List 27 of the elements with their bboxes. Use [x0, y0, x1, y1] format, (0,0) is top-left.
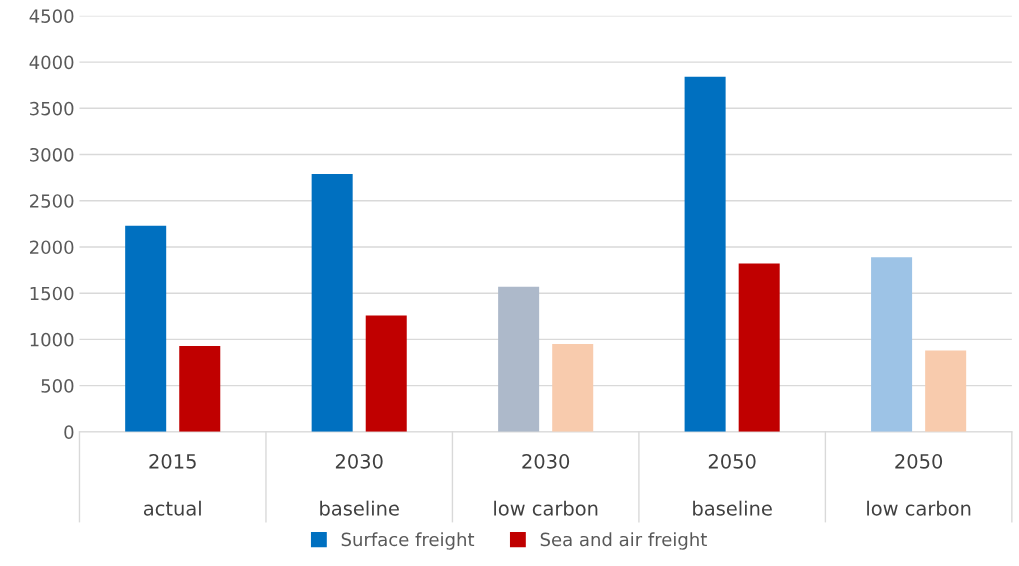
y-tick-label: 1000: [30, 332, 74, 347]
bar: [871, 257, 913, 432]
y-tick-label: 500: [41, 379, 74, 393]
category-label: 2030 low carbon: [494, 453, 598, 516]
y-tick-label: 2000: [29, 240, 74, 255]
bar: [738, 263, 780, 432]
y-tick-label: 3500: [30, 101, 74, 116]
legend-label: Surface freight: [341, 532, 475, 550]
y-tick-label: 4000: [29, 55, 74, 70]
bar: [498, 286, 540, 432]
bar: [125, 225, 167, 432]
bar: [179, 345, 221, 432]
bar: [925, 350, 967, 432]
bar: [365, 315, 407, 432]
bar: [684, 76, 726, 432]
y-tick-label: 1500: [30, 286, 74, 301]
bar: [311, 173, 353, 432]
category-label: 2015 actual: [143, 453, 201, 516]
y-tick-label: 4500: [29, 9, 74, 23]
category-label: 2030 baseline: [320, 453, 399, 516]
category-label: 2050 low carbon: [867, 453, 971, 516]
y-tick-label: 0: [64, 425, 74, 439]
y-tick-label: 3000: [30, 147, 74, 162]
category-label: 2050 baseline: [693, 453, 772, 516]
y-tick-label: 2500: [29, 194, 74, 208]
bar: [552, 344, 594, 432]
legend-label: Sea and air freight: [540, 532, 707, 550]
